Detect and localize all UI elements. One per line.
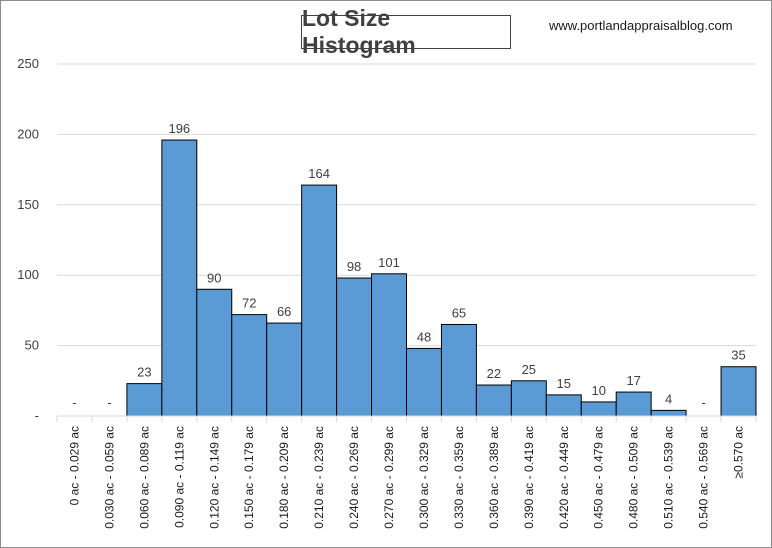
data-label: 25 [522, 362, 536, 377]
x-tick-label: 0.300 ac - 0.329 ac [417, 426, 431, 529]
x-tick-label: 0.150 ac - 0.179 ac [242, 426, 256, 529]
x-tick-label: 0.360 ac - 0.389 ac [487, 426, 501, 529]
data-label: 101 [378, 255, 400, 270]
x-tick-label: 0.180 ac - 0.209 ac [277, 426, 291, 529]
histogram-bar [266, 322, 303, 417]
x-tick-label: ≥0.570 ac [732, 426, 746, 479]
y-tick-label: 100 [17, 267, 39, 282]
data-label: 17 [626, 373, 640, 388]
histogram-bar [371, 273, 407, 417]
x-tick-label: 0 ac - 0.029 ac [67, 426, 81, 505]
data-label: - [72, 395, 76, 410]
histogram-bar [510, 380, 547, 417]
histogram-bar [406, 347, 442, 417]
histogram-bar [231, 314, 268, 417]
histogram-bar [196, 288, 233, 417]
histogram-bar [545, 394, 582, 417]
data-label: 164 [308, 166, 330, 181]
data-label: 35 [731, 348, 745, 363]
x-tick-label: 0.030 ac - 0.059 ac [102, 426, 116, 529]
histogram-bar [720, 366, 757, 417]
y-tick-label: 150 [17, 197, 39, 212]
data-label: 196 [168, 121, 190, 136]
x-tick-label: 0.480 ac - 0.509 ac [627, 426, 641, 529]
data-label: 98 [347, 259, 361, 274]
x-tick-label: 0.390 ac - 0.419 ac [522, 426, 536, 529]
x-tick-label: 0.450 ac - 0.479 ac [592, 426, 606, 529]
data-label: 90 [207, 270, 221, 285]
data-label: - [107, 395, 111, 410]
histogram-bar [336, 277, 373, 417]
data-label: 10 [591, 383, 605, 398]
data-label: 23 [137, 365, 151, 380]
histogram-bar [126, 383, 163, 417]
data-label: 66 [277, 304, 291, 319]
data-label: - [701, 395, 705, 410]
x-tick-label: 0.240 ac - 0.269 ac [347, 426, 361, 529]
data-label: 4 [665, 391, 672, 406]
x-tick-label: 0.210 ac - 0.239 ac [312, 426, 326, 529]
data-label: 15 [557, 376, 571, 391]
x-tick-label: 0.120 ac - 0.149 ac [207, 426, 221, 529]
data-label: 22 [487, 366, 501, 381]
data-label: 65 [452, 305, 466, 320]
histogram-bar [301, 184, 338, 417]
histogram-bar [161, 139, 198, 417]
x-tick-label: 0.420 ac - 0.449 ac [557, 426, 571, 529]
histogram-bar [475, 384, 512, 417]
histogram-bar [650, 409, 687, 417]
x-tick-label: 0.060 ac - 0.089 ac [137, 426, 151, 529]
data-label: 72 [242, 296, 256, 311]
histogram-bar [580, 401, 617, 417]
x-tick-label: 0.270 ac - 0.299 ac [382, 426, 396, 529]
y-tick-label: 200 [17, 126, 39, 141]
site-url: www.portlandappraisalblog.com [549, 18, 733, 33]
y-tick-label: 250 [17, 56, 39, 71]
x-tick-label: 0.510 ac - 0.539 ac [662, 426, 676, 529]
x-tick-label: 0.090 ac - 0.119 ac [172, 426, 186, 528]
histogram-bar [440, 323, 477, 417]
y-tick-label: 50 [25, 338, 39, 353]
y-tick-label: - [35, 408, 39, 423]
x-tick-label: 0.330 ac - 0.359 ac [452, 426, 466, 529]
data-label: 48 [417, 329, 431, 344]
histogram-bar [615, 391, 652, 417]
x-tick-label: 0.540 ac - 0.569 ac [697, 426, 711, 529]
